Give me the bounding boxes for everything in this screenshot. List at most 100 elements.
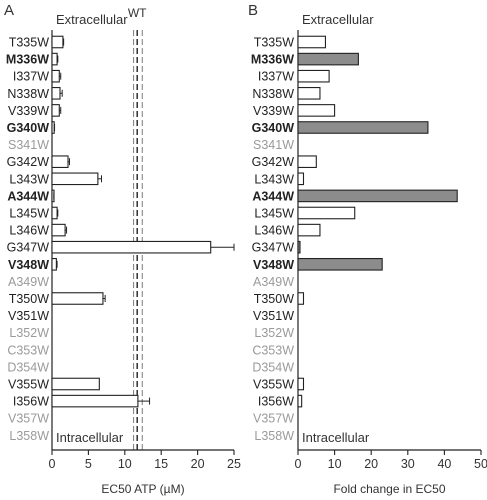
row-label-t335w: T335W [9,36,49,50]
bar-n338w [51,87,61,100]
bar-g342w [297,155,317,168]
x-tick-label: 0 [295,457,302,471]
x-tick-label: 20 [191,457,205,471]
row-label-c353w: C353W [7,343,49,357]
row-label-l352w: L352W [254,326,294,340]
row-label-l346w: L346W [9,224,49,238]
x-tick-label: 10 [328,457,342,471]
row-label-m336w: M336W [251,53,294,67]
row-label-v355w: V355W [253,378,294,392]
row-label-v339w: V339W [8,104,49,118]
bar-i337w [51,69,60,83]
row-label-c353w: C353W [252,343,294,357]
bar-n338w [297,87,321,100]
wt-label: WT [128,6,147,20]
row-label-n338w: N338W [252,87,294,101]
row-label-g340w: G340W [7,121,50,135]
row-label-a344w: A344W [7,189,49,203]
bar-l343w [297,172,305,186]
row-label-g347w: G347W [252,241,295,255]
row-label-l358w: L358W [254,429,294,443]
x-tick-label: 15 [154,457,168,471]
x-axis-title: Fold change in EC50 [333,482,445,496]
row-label-l352w: L352W [9,326,49,340]
row-label-g340w: G340W [252,121,295,135]
bar-l345w [297,206,356,220]
bar-g340w [51,121,55,134]
row-label-t350w: T350W [254,292,294,306]
row-label-i337w: I337W [13,70,49,84]
panel-letter: B [248,2,258,19]
panel-b: B Extracellular Intracellular T335W M336W I33… [248,2,487,496]
bar-v355w [51,377,100,391]
row-label-n338w: N338W [7,87,49,101]
row-label-v355w: V355W [8,378,49,392]
row-label-s341w: S341W [8,138,49,152]
bar-g342w [51,155,69,168]
row-label-t335w: T335W [254,36,294,50]
row-label-l358w: L358W [9,429,49,443]
row-label-l343w: L343W [254,172,294,186]
bar-t350w [297,292,305,305]
bar-g347w [51,240,212,254]
row-label-d354w: D354W [7,360,49,374]
extracellular-label: Extracellular [302,12,374,27]
row-label-v348w: V348W [8,258,49,272]
row-label-i356w: I356W [13,395,49,409]
extracellular-label: Extracellular [56,12,128,27]
x-tick-label: 10 [118,457,132,471]
row-label-g342w: G342W [7,155,50,169]
row-label-a349w: A349W [8,275,49,289]
row-label-g347w: G347W [7,241,50,255]
row-label-l345w: L345W [254,207,294,221]
bar-i337w [297,69,330,83]
bar-t335w [51,35,64,49]
row-label-v351w: V351W [8,309,49,323]
bar-g347w [297,240,301,254]
panel-letter: A [4,2,14,19]
x-tick-label: 0 [49,457,56,471]
row-label-v348w: V348W [253,258,294,272]
row-label-l345w: L345W [9,207,49,221]
row-label-a344w: A344W [252,189,294,203]
intracellular-label: Intracellular [302,430,370,445]
intracellular-label: Intracellular [56,430,124,445]
row-label-a349w: A349W [253,275,294,289]
row-label-t350w: T350W [9,292,49,306]
bar-t350w [51,292,104,305]
panel-a: A Extracellular Intracellular WT T335W M336W I… [4,2,241,496]
bar-v339w [297,104,336,117]
bar-a344w [297,189,458,203]
bar-v355w [297,377,305,391]
x-tick-label: 50 [474,457,487,471]
bar-v348w [51,257,57,271]
bar-t335w [297,35,327,49]
bar-v348w [297,257,383,271]
row-label-l343w: L343W [9,172,49,186]
row-label-v339w: V339W [253,104,294,118]
bar-l343w [51,172,99,186]
row-label-g342w: G342W [252,155,295,169]
x-tick-label: 40 [437,457,451,471]
bar-m336w [51,52,58,66]
bar-l345w [51,206,58,220]
row-label-d354w: D354W [252,360,294,374]
row-label-m336w: M336W [6,53,49,67]
x-tick-label: 30 [401,457,415,471]
bar-g340w [297,121,429,134]
row-label-i337w: I337W [258,70,294,84]
row-label-l346w: L346W [254,224,294,238]
x-tick-label: 20 [364,457,378,471]
x-tick-label: 25 [227,457,241,471]
bar-i356w [51,394,139,408]
row-label-s341w: S341W [253,138,294,152]
x-axis-title: EC50 ATP (µM) [101,482,184,496]
bar-l346w [297,223,321,237]
bar-m336w [297,52,359,66]
row-label-v357w: V357W [8,412,49,426]
row-label-v357w: V357W [253,412,294,426]
bar-l346w [51,223,66,237]
row-label-v351w: V351W [253,309,294,323]
bar-v339w [51,104,60,117]
